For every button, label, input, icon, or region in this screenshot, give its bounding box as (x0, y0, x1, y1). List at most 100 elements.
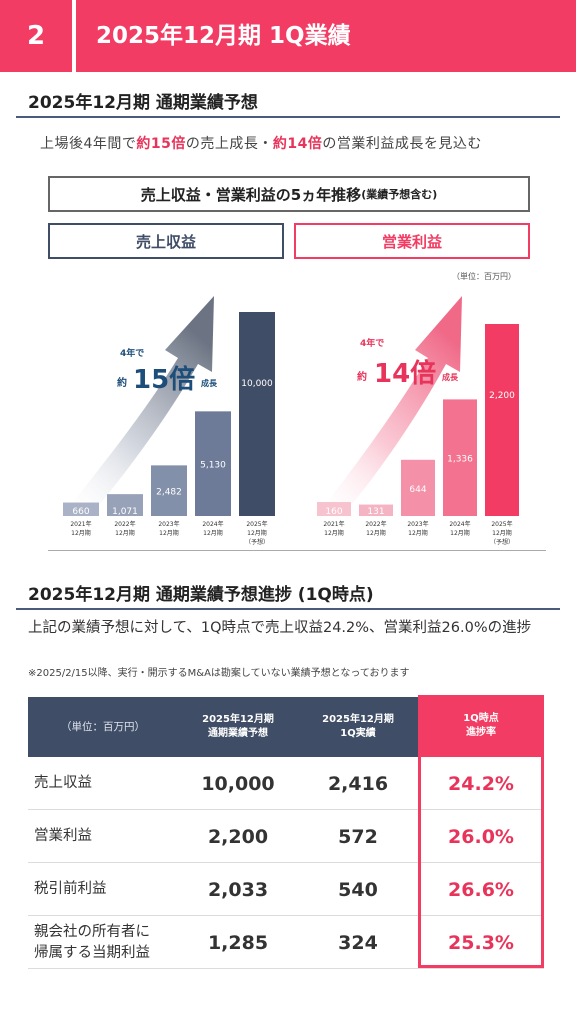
row-label-text: 売上収益 (34, 775, 92, 791)
bar-value-label: 131 (367, 507, 384, 517)
lead-suffix: の営業利益成長を見込む (322, 136, 482, 152)
x-tick-label: 2024年 (202, 520, 223, 528)
bar (485, 324, 519, 516)
header-forecast: 2025年12月期 通期業績予想 (178, 697, 298, 757)
x-tick-label: （予想） (245, 538, 269, 546)
bar-value-label: 160 (325, 507, 342, 517)
bar (63, 502, 99, 516)
growth-annotation-line1: 4年で (360, 337, 384, 349)
x-tick-label: 12月期 (203, 529, 223, 537)
forecast-note: ※2025/2/15以降、実行・開示するM&Aは勘案していない業績予想となってお… (28, 668, 410, 679)
chart-unit-label: （単位：百万円） (452, 272, 516, 281)
table-unit-header: （単位：百万円） (61, 721, 145, 733)
table-row: 売上収益 10,000 2,416 24.2% (28, 757, 544, 810)
x-tick-label: 2025年 (246, 520, 267, 528)
x-tick-label: 12月期 (115, 529, 135, 537)
row-forecast: 1,285 (207, 931, 269, 954)
header-rate-line1: 1Q時点 (463, 713, 499, 724)
header-progress-rate: 1Q時点 進捗率 (418, 695, 544, 757)
table-header: （単位：百万円） 2025年12月期 通期業績予想 2025年12月期 1Q実績 (28, 697, 418, 757)
row-label-text-line1: 親会社の所有者に (34, 923, 150, 940)
x-tick-label: 2022年 (365, 520, 386, 528)
section-progress-rule (16, 608, 560, 610)
growth-annotation-line1: 4年で (120, 347, 144, 359)
x-tick-label: 2021年 (70, 520, 91, 528)
growth-annotation-suffix: 成長 (201, 378, 218, 388)
bar-value-label: 644 (409, 485, 426, 495)
header-forecast-line1: 2025年12月期 (202, 714, 274, 725)
bar-value-label: 2,200 (489, 391, 515, 401)
header-rate-line2: 進捗率 (466, 727, 496, 738)
x-tick-label: 12月期 (71, 529, 91, 537)
progress-text: 上記の業績予想に対して、1Q時点で売上収益24.2%、営業利益26.0%の進捗 (28, 620, 532, 636)
bar (151, 465, 187, 516)
row-rate: 24.2% (448, 772, 514, 795)
page-title: 2025年12月期 1Q業績 (96, 23, 351, 49)
header-actual: 2025年12月期 1Q実績 (298, 697, 418, 757)
row-forecast: 2,033 (207, 878, 269, 901)
bar-value-label: 660 (72, 507, 89, 517)
growth-arrow-icon (62, 296, 214, 516)
growth-arrow-icon (316, 296, 462, 516)
growth-annotation-multiple: 14倍 (374, 358, 436, 389)
row-actual: 540 (338, 878, 378, 901)
row-label: 親会社の所有者に 帰属する当期利益 (34, 916, 150, 969)
bar-value-label: 5,130 (200, 461, 226, 471)
section-forecast-title: 2025年12月期 通期業績予想 (28, 93, 258, 113)
row-label-text: 営業利益 (34, 828, 92, 844)
bar-value-label: 2,482 (156, 488, 182, 498)
section-forecast-rule (16, 116, 560, 118)
page-header: 2 2025年12月期 1Q業績 (0, 0, 576, 72)
x-tick-label: 2022年 (114, 520, 135, 528)
x-tick-label: 12月期 (492, 529, 512, 537)
x-tick-label: 12月期 (408, 529, 428, 537)
row-actual: 324 (338, 931, 378, 954)
bar (195, 411, 231, 516)
legend-operating-profit: 営業利益 (294, 223, 530, 259)
growth-annotation-suffix: 成長 (442, 372, 459, 382)
x-tick-label: 12月期 (159, 529, 179, 537)
header-actual-line1: 2025年12月期 (322, 714, 394, 725)
bar-value-label: 1,336 (447, 455, 473, 465)
growth-annotation-prefix: 約 (117, 376, 127, 389)
lead-highlight-sales: 約15倍 (136, 136, 186, 152)
row-label: 売上収益 (34, 757, 92, 810)
legend-sales: 売上収益 (48, 223, 284, 259)
chart-box-title-note: (業績予想含む) (361, 188, 438, 201)
lead-text: 上場後4年間で約15倍の売上成長・約14倍の営業利益成長を見込む (40, 133, 482, 153)
growth-annotation-multiple: 15倍 (133, 364, 195, 395)
bar (107, 494, 143, 516)
x-tick-label: 2023年 (158, 520, 179, 528)
chart-box-title: 売上収益・営業利益の5ヵ年推移 (業績予想含む) (48, 176, 530, 212)
table-row: 親会社の所有者に 帰属する当期利益 1,285 324 25.3% (28, 916, 544, 969)
x-tick-label: 2023年 (407, 520, 428, 528)
page-number: 2 (26, 21, 46, 51)
chart-box-title-main: 売上収益・営業利益の5ヵ年推移 (140, 185, 362, 204)
row-forecast: 2,200 (207, 825, 269, 848)
chart-bottom-rule (48, 550, 546, 551)
row-rate: 26.6% (448, 878, 514, 901)
row-label: 税引前利益 (34, 863, 107, 916)
x-tick-label: （予想） (490, 538, 514, 546)
growth-annotation-prefix: 約 (357, 370, 367, 383)
bar (239, 312, 275, 516)
bar-value-label: 10,000 (241, 379, 273, 389)
progress-rate-highlight-frame (418, 695, 544, 968)
lead-highlight-op: 約14倍 (272, 136, 323, 152)
row-label: 営業利益 (34, 810, 92, 863)
bar-value-label: 1,071 (112, 507, 138, 517)
x-tick-label: 2025年 (491, 520, 512, 528)
bar (359, 504, 393, 516)
x-tick-label: 12月期 (450, 529, 470, 537)
table-row: 税引前利益 2,033 540 26.6% (28, 863, 544, 916)
row-actual: 572 (338, 825, 378, 848)
row-label-text: 税引前利益 (34, 881, 107, 897)
table-row: 営業利益 2,200 572 26.0% (28, 810, 544, 863)
lead-mid: の売上成長・ (185, 136, 273, 152)
row-rate: 26.0% (448, 825, 514, 848)
row-rate: 25.3% (448, 931, 514, 954)
header-forecast-line2: 通期業績予想 (208, 728, 268, 739)
row-actual: 2,416 (327, 772, 389, 795)
